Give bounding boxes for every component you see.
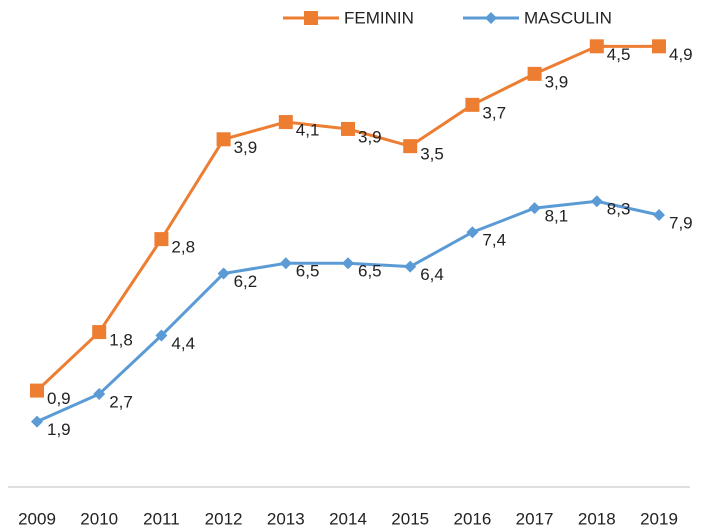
marker [31, 415, 43, 428]
x-tick-label: 2014 [329, 509, 367, 528]
data-label: 3,5 [420, 145, 444, 164]
data-label: 8,1 [545, 207, 569, 226]
x-tick-label: 2019 [640, 509, 678, 528]
data-label: 7,9 [669, 213, 693, 232]
marker [589, 39, 604, 54]
data-label: 6,5 [358, 262, 382, 281]
marker [404, 260, 417, 273]
marker [155, 329, 168, 342]
data-label: 2,8 [171, 238, 195, 257]
marker [403, 139, 418, 154]
data-label: 3,9 [234, 138, 258, 157]
x-tick-label: 2011 [143, 509, 180, 528]
data-label: 3,9 [545, 72, 569, 91]
marker [341, 121, 355, 136]
data-label: 3,9 [358, 127, 382, 146]
marker [465, 97, 480, 112]
marker [216, 132, 231, 147]
data-label: 2,7 [109, 393, 133, 412]
marker [278, 115, 293, 130]
marker [92, 325, 107, 340]
x-tick-label: 2018 [578, 509, 616, 528]
x-tick-label: 2012 [205, 509, 243, 528]
marker [528, 202, 541, 215]
marker [653, 209, 665, 222]
data-label: 7,4 [482, 231, 506, 250]
data-label: 0,9 [47, 389, 71, 408]
x-tick-label: 2015 [391, 509, 429, 528]
marker [304, 11, 318, 25]
marker [652, 39, 666, 54]
data-label: 6,2 [234, 272, 258, 291]
legend-label: MASCULIN [524, 8, 612, 27]
x-tick-label: 2016 [453, 509, 491, 528]
marker [485, 12, 497, 24]
legend-label: FEMININ [344, 8, 414, 27]
data-label: 6,4 [420, 265, 444, 284]
x-tick-label: 2017 [516, 509, 554, 528]
marker [466, 226, 479, 239]
data-label: 1,8 [109, 331, 133, 350]
x-tick-label: 2009 [18, 509, 56, 528]
data-label: 8,3 [607, 200, 631, 219]
data-label: 4,1 [296, 121, 320, 140]
marker [590, 195, 603, 208]
series-line [36, 199, 660, 423]
data-label: 3,7 [482, 103, 506, 122]
data-label: 4,9 [669, 45, 693, 64]
data-label: 1,9 [47, 420, 71, 439]
marker [342, 257, 354, 270]
x-tick-label: 2013 [267, 509, 305, 528]
marker [154, 232, 169, 247]
marker [279, 257, 292, 270]
data-label: 6,5 [296, 262, 320, 281]
marker [527, 66, 542, 81]
x-tick-label: 2010 [80, 509, 118, 528]
marker [93, 388, 106, 401]
data-label: 4,5 [607, 45, 631, 64]
marker [217, 267, 230, 280]
data-label: 4,4 [171, 334, 195, 353]
marker [30, 383, 44, 398]
